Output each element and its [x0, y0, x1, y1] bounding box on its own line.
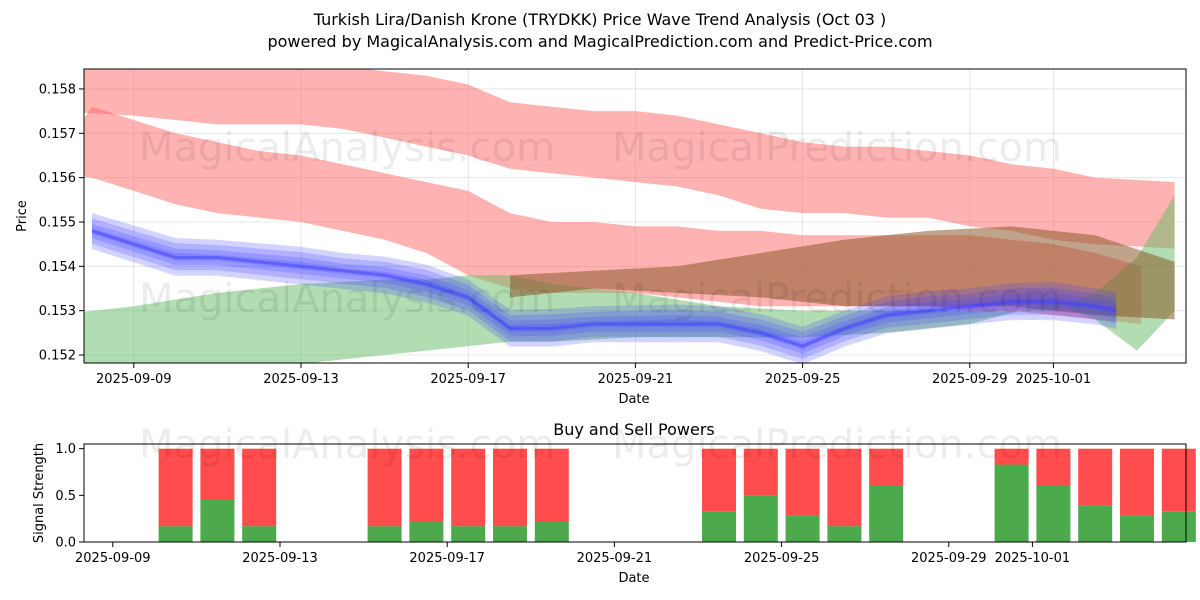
price-x-tick-label: 2025-10-01 [1016, 372, 1092, 387]
power-y-axis-label: Signal Strength [32, 443, 47, 543]
price-axes: 2025-09-09 2025-09-13 2025-09-17 2025-09-21… [39, 82, 1091, 387]
buy-bar [1161, 511, 1196, 542]
price-x-tick-label: 2025-09-21 [598, 372, 674, 387]
power-x-tick-label: 2025-09-29 [911, 551, 987, 566]
sell-bar [158, 448, 193, 527]
sell-bar [743, 448, 778, 496]
buy-bar [158, 526, 193, 542]
blue-price-wave-envelope [92, 223, 1117, 355]
green-band [84, 195, 1175, 363]
sell-bar [451, 448, 486, 527]
price-x-tick-label: 2025-09-17 [430, 372, 506, 387]
sell-bar [1036, 448, 1071, 486]
price-x-tick-label: 2025-09-25 [765, 372, 841, 387]
sell-bar [1078, 448, 1113, 506]
power-panel: Buy and Sell Powers MagicalAnalysis.com … [32, 420, 1196, 586]
power-x-tick-label: 2025-09-21 [577, 551, 653, 566]
buy-bar [1120, 515, 1154, 542]
power-axes: 2025-09-09 2025-09-13 2025-09-17 2025-09-21… [55, 442, 1070, 566]
brown-band [510, 226, 1175, 320]
power-bars [158, 448, 1196, 542]
price-bands [84, 69, 1175, 363]
price-wave-series [91, 213, 1117, 363]
blue-price-wave-line [91, 229, 1117, 348]
buy-bar [785, 515, 820, 542]
buy-bar [994, 464, 1029, 542]
watermark-analysis: MagicalAnalysis.com [139, 125, 555, 171]
watermark-prediction-2: MagicalPrediction.com [612, 276, 1062, 322]
watermark-analysis-3: MagicalAnalysis.com [139, 422, 555, 468]
red-upper-band [84, 69, 1175, 249]
buy-bar [702, 511, 736, 542]
sell-bar [869, 448, 904, 486]
power-chart-title: Buy and Sell Powers [553, 420, 715, 439]
price-x-tick-label: 2025-09-09 [96, 372, 172, 387]
buy-bar [409, 521, 444, 542]
sell-bar [493, 448, 527, 527]
sell-bar [367, 448, 402, 527]
power-x-tick-label: 2025-10-01 [995, 551, 1071, 566]
price-y-tick-label: 0.153 [39, 304, 76, 319]
watermark-prediction: MagicalPrediction.com [612, 125, 1062, 171]
price-y-tick-label: 0.155 [39, 215, 76, 230]
price-x-tick-label: 2025-09-13 [263, 372, 339, 387]
sell-bar [242, 448, 277, 527]
buy-bar [242, 526, 277, 542]
price-panel: MagicalAnalysis.com MagicalPrediction.co… [15, 68, 1187, 407]
buy-bar [367, 526, 402, 542]
chart-subtitle: powered by MagicalAnalysis.com and Magic… [267, 32, 932, 51]
power-y-tick-label: 0.0 [55, 536, 76, 551]
power-x-tick-label: 2025-09-09 [75, 551, 151, 566]
price-y-tick-label: 0.156 [39, 171, 76, 186]
buy-bar [1036, 486, 1071, 542]
power-x-tick-label: 2025-09-25 [744, 551, 820, 566]
watermark-analysis-2: MagicalAnalysis.com [139, 276, 555, 322]
buy-bar [827, 526, 862, 542]
power-x-axis-label: Date [618, 571, 649, 586]
sell-bar [1120, 448, 1154, 516]
buy-bar [200, 500, 235, 542]
sell-bar [200, 448, 235, 500]
sell-bar [994, 448, 1029, 465]
sell-bar [827, 448, 862, 527]
power-y-tick-label: 1.0 [55, 442, 76, 457]
price-y-tick-label: 0.152 [39, 349, 76, 364]
buy-bar [534, 521, 569, 542]
price-x-tick-label: 2025-09-29 [932, 372, 1008, 387]
buy-bar [451, 526, 486, 542]
price-y-tick-label: 0.154 [39, 260, 76, 275]
blue-price-wave-envelope [92, 223, 1117, 354]
blue-price-wave-envelope [92, 213, 1117, 363]
sell-bar [702, 448, 736, 512]
power-plot-frame [83, 443, 1187, 543]
sell-bar [409, 448, 444, 522]
power-x-tick-label: 2025-09-17 [409, 551, 485, 566]
buy-bar [743, 495, 778, 542]
power-y-tick-label: 0.5 [55, 489, 76, 504]
sell-bar [1161, 448, 1196, 512]
watermark-prediction-3: MagicalPrediction.com [612, 422, 1062, 468]
power-x-tick-label: 2025-09-13 [242, 551, 318, 566]
blue-price-wave-envelope [92, 213, 1117, 363]
buy-bar [1078, 505, 1113, 542]
price-y-tick-label: 0.158 [39, 82, 76, 97]
sell-bar [785, 448, 820, 516]
price-x-axis-label: Date [618, 392, 649, 407]
sell-bar [534, 448, 569, 522]
price-y-tick-label: 0.157 [39, 127, 76, 142]
buy-bar [493, 526, 527, 542]
buy-bar [869, 486, 904, 542]
chart-title: Turkish Lira/Danish Krone (TRYDKK) Price… [313, 10, 887, 29]
price-y-axis-label: Price [15, 200, 30, 232]
